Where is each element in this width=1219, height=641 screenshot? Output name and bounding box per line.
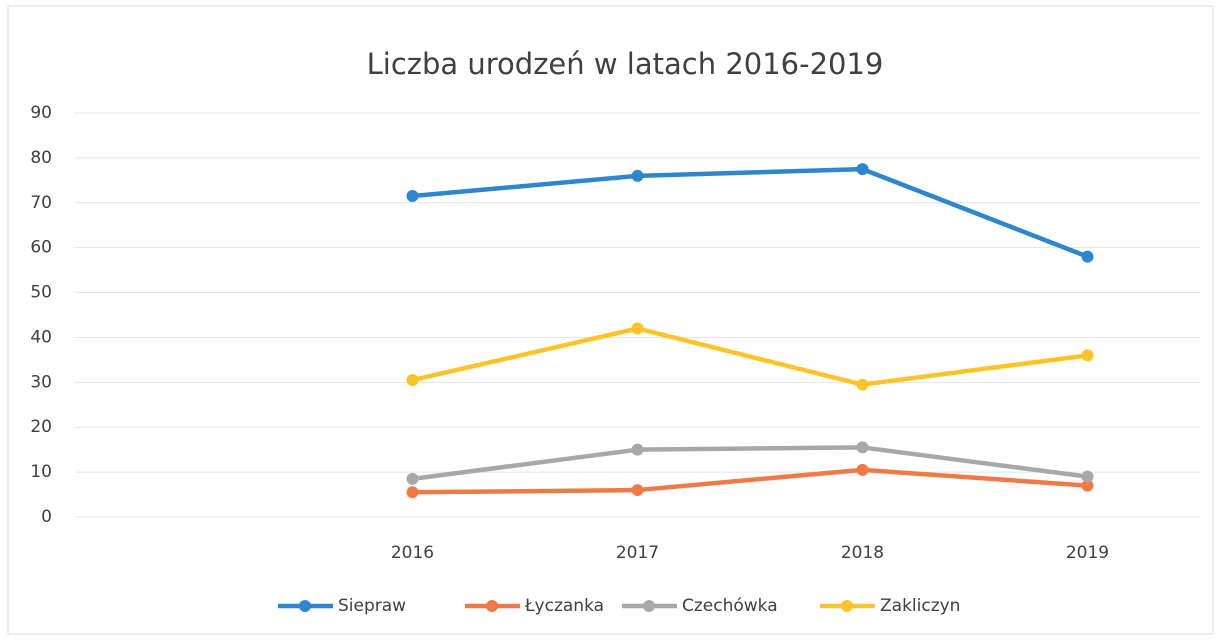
series-line: [412, 445, 1088, 482]
point: [631, 484, 644, 497]
point: [856, 463, 869, 476]
legend-marker: [841, 600, 853, 612]
y-tick-label: 90: [30, 103, 52, 123]
legend-label: Czechówka: [682, 596, 778, 616]
y-tick-label: 0: [41, 507, 52, 527]
series-line: [412, 467, 1088, 495]
y-tick-label: 80: [30, 148, 52, 168]
point: [406, 472, 419, 485]
point: [631, 169, 644, 182]
y-tick-label: 50: [30, 283, 52, 303]
y-tick-label: 60: [30, 238, 52, 258]
y-tick-label: 20: [30, 417, 52, 437]
x-tick-label: 2017: [616, 543, 659, 563]
point: [406, 374, 419, 387]
x-tick-label: 2019: [1066, 543, 1109, 563]
y-tick-label: 70: [30, 193, 52, 213]
point: [1081, 479, 1094, 492]
legend-marker: [643, 600, 655, 612]
point: [856, 163, 869, 176]
y-tick-label: 10: [30, 462, 52, 482]
point: [856, 378, 869, 391]
y-tick-label: 30: [30, 372, 52, 392]
legend-label: Siepraw: [338, 596, 406, 616]
point: [1081, 470, 1094, 483]
legend-marker: [299, 600, 311, 612]
point: [856, 441, 869, 454]
point: [406, 190, 419, 203]
legend-marker: [486, 600, 498, 612]
x-tick-label: 2016: [391, 543, 434, 563]
series-line: [412, 166, 1089, 259]
y-tick-label: 40: [30, 327, 52, 347]
series-line: [411, 326, 1088, 387]
legend-label: Zakliczyn: [880, 596, 960, 616]
point: [406, 486, 419, 499]
point: [631, 322, 644, 335]
point: [1081, 250, 1094, 263]
point: [631, 443, 644, 456]
chart-title: Liczba urodzeń w latach 2016-2019: [367, 47, 884, 81]
legend-label: Łyczanka: [524, 596, 604, 616]
chart-frame: [7, 5, 1214, 635]
point: [1081, 349, 1094, 362]
x-tick-label: 2018: [841, 543, 884, 563]
